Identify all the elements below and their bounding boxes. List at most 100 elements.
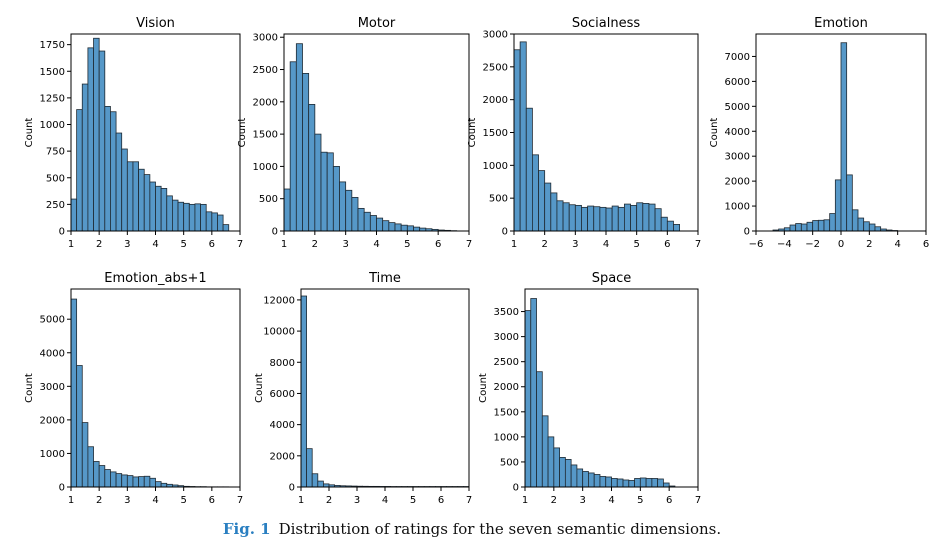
histogram-bar	[283, 188, 291, 232]
histogram-bar	[593, 206, 601, 232]
x-tick-label: 7	[237, 239, 243, 250]
y-tick-label: 6000	[725, 77, 750, 88]
histogram-bar	[576, 468, 584, 488]
histogram-bar	[574, 204, 582, 232]
histogram-bar	[550, 192, 558, 232]
y-tick-label: 750	[46, 147, 65, 158]
y-axis-label: Count	[467, 118, 478, 148]
histogram-bar	[110, 471, 117, 488]
histogram-bar	[132, 476, 139, 488]
histogram-bar	[317, 480, 324, 488]
histogram-bar	[126, 161, 134, 232]
histogram-bar	[611, 205, 619, 232]
y-tick-label: 500	[259, 194, 278, 205]
y-tick-label: 7000	[725, 52, 750, 63]
x-tick-label: −6	[749, 239, 764, 250]
y-tick-label: 1000	[483, 161, 508, 172]
histogram-bar	[345, 189, 353, 232]
subplot-1: Vision Count 1 2 3 4 5 6 7 0 250 500 750 1000 1250 1500…	[24, 16, 243, 250]
histogram-bar	[857, 217, 865, 232]
histogram-bar	[70, 198, 78, 232]
x-tick-label: 7	[695, 239, 701, 250]
histogram-bar	[160, 482, 168, 488]
y-tick-label: 1500	[494, 407, 519, 418]
histogram-bar	[166, 195, 173, 232]
y-tick-label: 2000	[270, 451, 295, 462]
histogram-bar	[666, 220, 674, 232]
histogram-bar	[81, 422, 89, 488]
histogram-bar	[524, 310, 532, 488]
x-tick-label: 1	[511, 239, 517, 250]
x-tick-label: 2	[312, 239, 318, 250]
x-tick-label: 7	[695, 495, 701, 506]
y-tick-label: 0	[744, 227, 750, 238]
histogram-bar	[599, 476, 607, 488]
y-tick-label: 3000	[725, 152, 750, 163]
histogram-bar	[104, 106, 111, 232]
histogram-bar	[532, 154, 539, 232]
histogram-bar	[663, 482, 670, 488]
subplot-5: Emotion_abs+1 Count 1 2 3 4 5 6 7 0 1000 2000 3000 40…	[24, 271, 243, 506]
y-tick-label: 5000	[725, 102, 750, 113]
x-tick-label: 5	[410, 495, 416, 506]
x-tick-label: 2	[326, 495, 332, 506]
y-tick-label: 1250	[40, 93, 65, 104]
histogram-bar	[863, 221, 870, 232]
y-axis-label: Count	[709, 118, 720, 148]
histogram-bar	[376, 217, 384, 232]
y-tick-label: 8000	[270, 358, 295, 369]
x-tick-label: 0	[838, 239, 844, 250]
subplot-4: Emotion Count −6 −4 −2 0 2 4 6 0 1000 2000 3000 4000 5…	[709, 16, 929, 250]
x-tick-label: 2	[96, 239, 102, 250]
x-tick-label: 5	[633, 239, 639, 250]
y-tick-label: 0	[502, 227, 508, 238]
y-tick-label: 10000	[263, 327, 295, 338]
x-tick-label: 7	[237, 495, 243, 506]
histogram-bar	[588, 472, 595, 488]
histogram-bar	[93, 461, 100, 488]
y-tick-label: 500	[500, 457, 519, 468]
y-tick-label: 12000	[263, 295, 295, 306]
histogram-bar	[812, 220, 819, 232]
histogram-bar	[868, 223, 876, 232]
histogram-bar	[599, 206, 607, 232]
x-tick-label: 1	[298, 495, 304, 506]
histogram-bar	[104, 469, 111, 488]
histogram-bar	[581, 206, 589, 232]
histogram-bar	[829, 213, 836, 232]
histogram-bar	[559, 457, 566, 488]
x-tick-label: 4	[373, 239, 379, 250]
subplot-3: Socialness Count 1 2 3 4 5 6 7 0 500 1000 1500 2000 25…	[467, 16, 701, 250]
histogram-bar	[846, 174, 853, 232]
histogram-bar	[525, 107, 533, 232]
x-tick-label: 3	[124, 495, 130, 506]
histogram-bar	[326, 152, 334, 232]
histogram-bar	[630, 204, 638, 232]
subplot-title: Time	[368, 271, 401, 286]
x-tick-label: 7	[466, 239, 472, 250]
histogram-bar	[98, 50, 106, 232]
histogram-bar	[171, 199, 179, 232]
histogram-bar	[369, 215, 377, 232]
y-tick-label: 1000	[253, 162, 278, 173]
histogram-bar	[300, 295, 307, 488]
histogram-bar	[568, 204, 576, 232]
histogram-bar	[541, 415, 549, 488]
histogram-bar	[155, 481, 162, 488]
x-tick-label: −2	[805, 239, 820, 250]
y-tick-label: 2500	[253, 65, 278, 76]
histogram-bar	[222, 224, 230, 232]
x-tick-label: 6	[209, 239, 215, 250]
y-tick-label: 2000	[253, 97, 278, 108]
y-tick-label: 500	[46, 173, 65, 184]
subplot-title: Motor	[358, 16, 396, 31]
y-tick-label: 500	[489, 194, 508, 205]
histogram-bar	[660, 216, 668, 232]
histogram-bar	[654, 208, 662, 232]
histogram-bar	[651, 478, 659, 488]
histogram-bar	[217, 214, 224, 232]
x-tick-label: 1	[68, 495, 74, 506]
x-tick-label: 2	[96, 495, 102, 506]
y-tick-label: 4000	[725, 127, 750, 138]
y-tick-label: 0	[513, 483, 519, 494]
